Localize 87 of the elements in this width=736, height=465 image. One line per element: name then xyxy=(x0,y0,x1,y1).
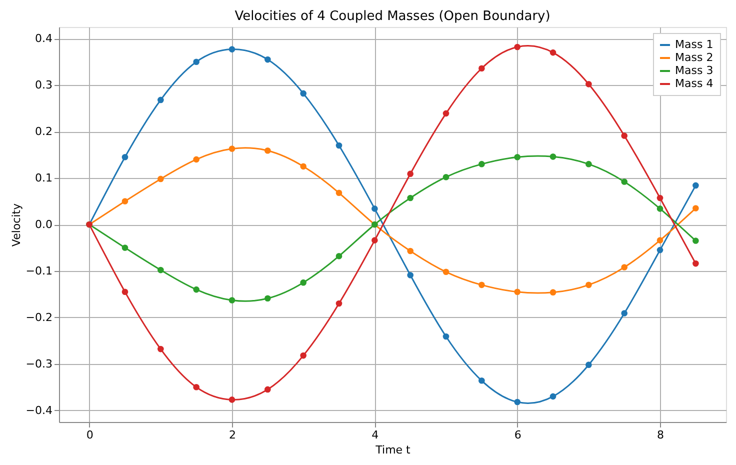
y-tick-label: −0.3 xyxy=(26,357,52,370)
point xyxy=(193,156,200,163)
point xyxy=(122,244,128,251)
point xyxy=(478,65,485,72)
point xyxy=(193,286,200,293)
point xyxy=(264,295,271,302)
point xyxy=(157,266,164,274)
point xyxy=(336,252,342,260)
y-tick-label: 0.4 xyxy=(35,32,52,46)
point xyxy=(692,205,699,212)
chart-title: Velocities of 4 Coupled Masses (Open Boundary) xyxy=(234,9,550,24)
point xyxy=(692,238,699,244)
point xyxy=(621,132,628,139)
point xyxy=(586,362,592,368)
legend-label: Mass 1 xyxy=(675,38,714,51)
point xyxy=(157,176,164,182)
point xyxy=(228,396,236,403)
point xyxy=(550,289,556,296)
point xyxy=(478,282,485,288)
point xyxy=(656,194,664,202)
y-tick-label: 0.3 xyxy=(35,78,52,92)
point xyxy=(514,44,520,50)
point xyxy=(692,260,699,267)
point xyxy=(407,272,414,278)
y-tick-label: −0.2 xyxy=(26,310,52,324)
point xyxy=(157,96,164,104)
point xyxy=(442,268,450,276)
legend-label: Mass 4 xyxy=(675,77,714,90)
point xyxy=(407,170,414,178)
y-tick-label: 0.1 xyxy=(35,172,52,185)
point xyxy=(407,248,414,254)
point xyxy=(478,160,485,168)
legend-label: Mass 2 xyxy=(675,51,714,64)
point xyxy=(514,288,520,296)
point xyxy=(300,90,306,97)
point xyxy=(300,279,306,286)
x-tick-label: 0 xyxy=(86,428,94,442)
point xyxy=(336,190,342,196)
y-tick-label: −0.4 xyxy=(26,404,52,417)
point xyxy=(442,110,450,117)
point xyxy=(372,206,378,212)
point xyxy=(621,178,628,185)
point xyxy=(550,393,556,400)
point xyxy=(264,386,271,393)
point xyxy=(621,310,628,316)
point xyxy=(264,56,271,63)
point xyxy=(122,288,128,296)
point xyxy=(621,264,628,270)
point xyxy=(550,153,556,160)
point xyxy=(228,46,236,52)
point xyxy=(157,346,164,352)
point xyxy=(228,146,236,152)
x-tick-label: 4 xyxy=(372,428,379,442)
point xyxy=(656,237,664,244)
point xyxy=(550,49,556,56)
point xyxy=(122,198,128,204)
point xyxy=(300,163,306,170)
x-tick-label: 2 xyxy=(228,428,236,442)
point xyxy=(586,282,592,288)
point xyxy=(122,154,128,160)
point xyxy=(300,352,306,359)
point xyxy=(656,206,664,212)
point xyxy=(656,246,664,254)
y-tick-label: 0.0 xyxy=(35,218,52,231)
point xyxy=(586,81,592,88)
x-tick-label: 6 xyxy=(514,428,522,442)
x-axis-title: Time t xyxy=(374,444,412,456)
point xyxy=(514,154,520,160)
x-tick-label: 8 xyxy=(657,428,664,442)
point xyxy=(228,297,236,304)
point xyxy=(586,160,592,168)
point xyxy=(264,147,271,154)
point xyxy=(407,194,414,202)
point xyxy=(193,58,200,66)
y-axis-title: Velocity xyxy=(10,202,23,247)
point xyxy=(442,333,450,340)
point xyxy=(478,377,485,384)
y-tick-label: 0.2 xyxy=(35,125,52,138)
point xyxy=(692,182,699,189)
point xyxy=(442,174,450,180)
point xyxy=(372,237,378,244)
y-tick-label: −0.1 xyxy=(26,264,52,278)
point xyxy=(336,142,342,149)
point xyxy=(514,398,520,406)
legend-label: Mass 3 xyxy=(675,64,714,77)
point xyxy=(336,300,342,307)
point xyxy=(193,384,200,390)
